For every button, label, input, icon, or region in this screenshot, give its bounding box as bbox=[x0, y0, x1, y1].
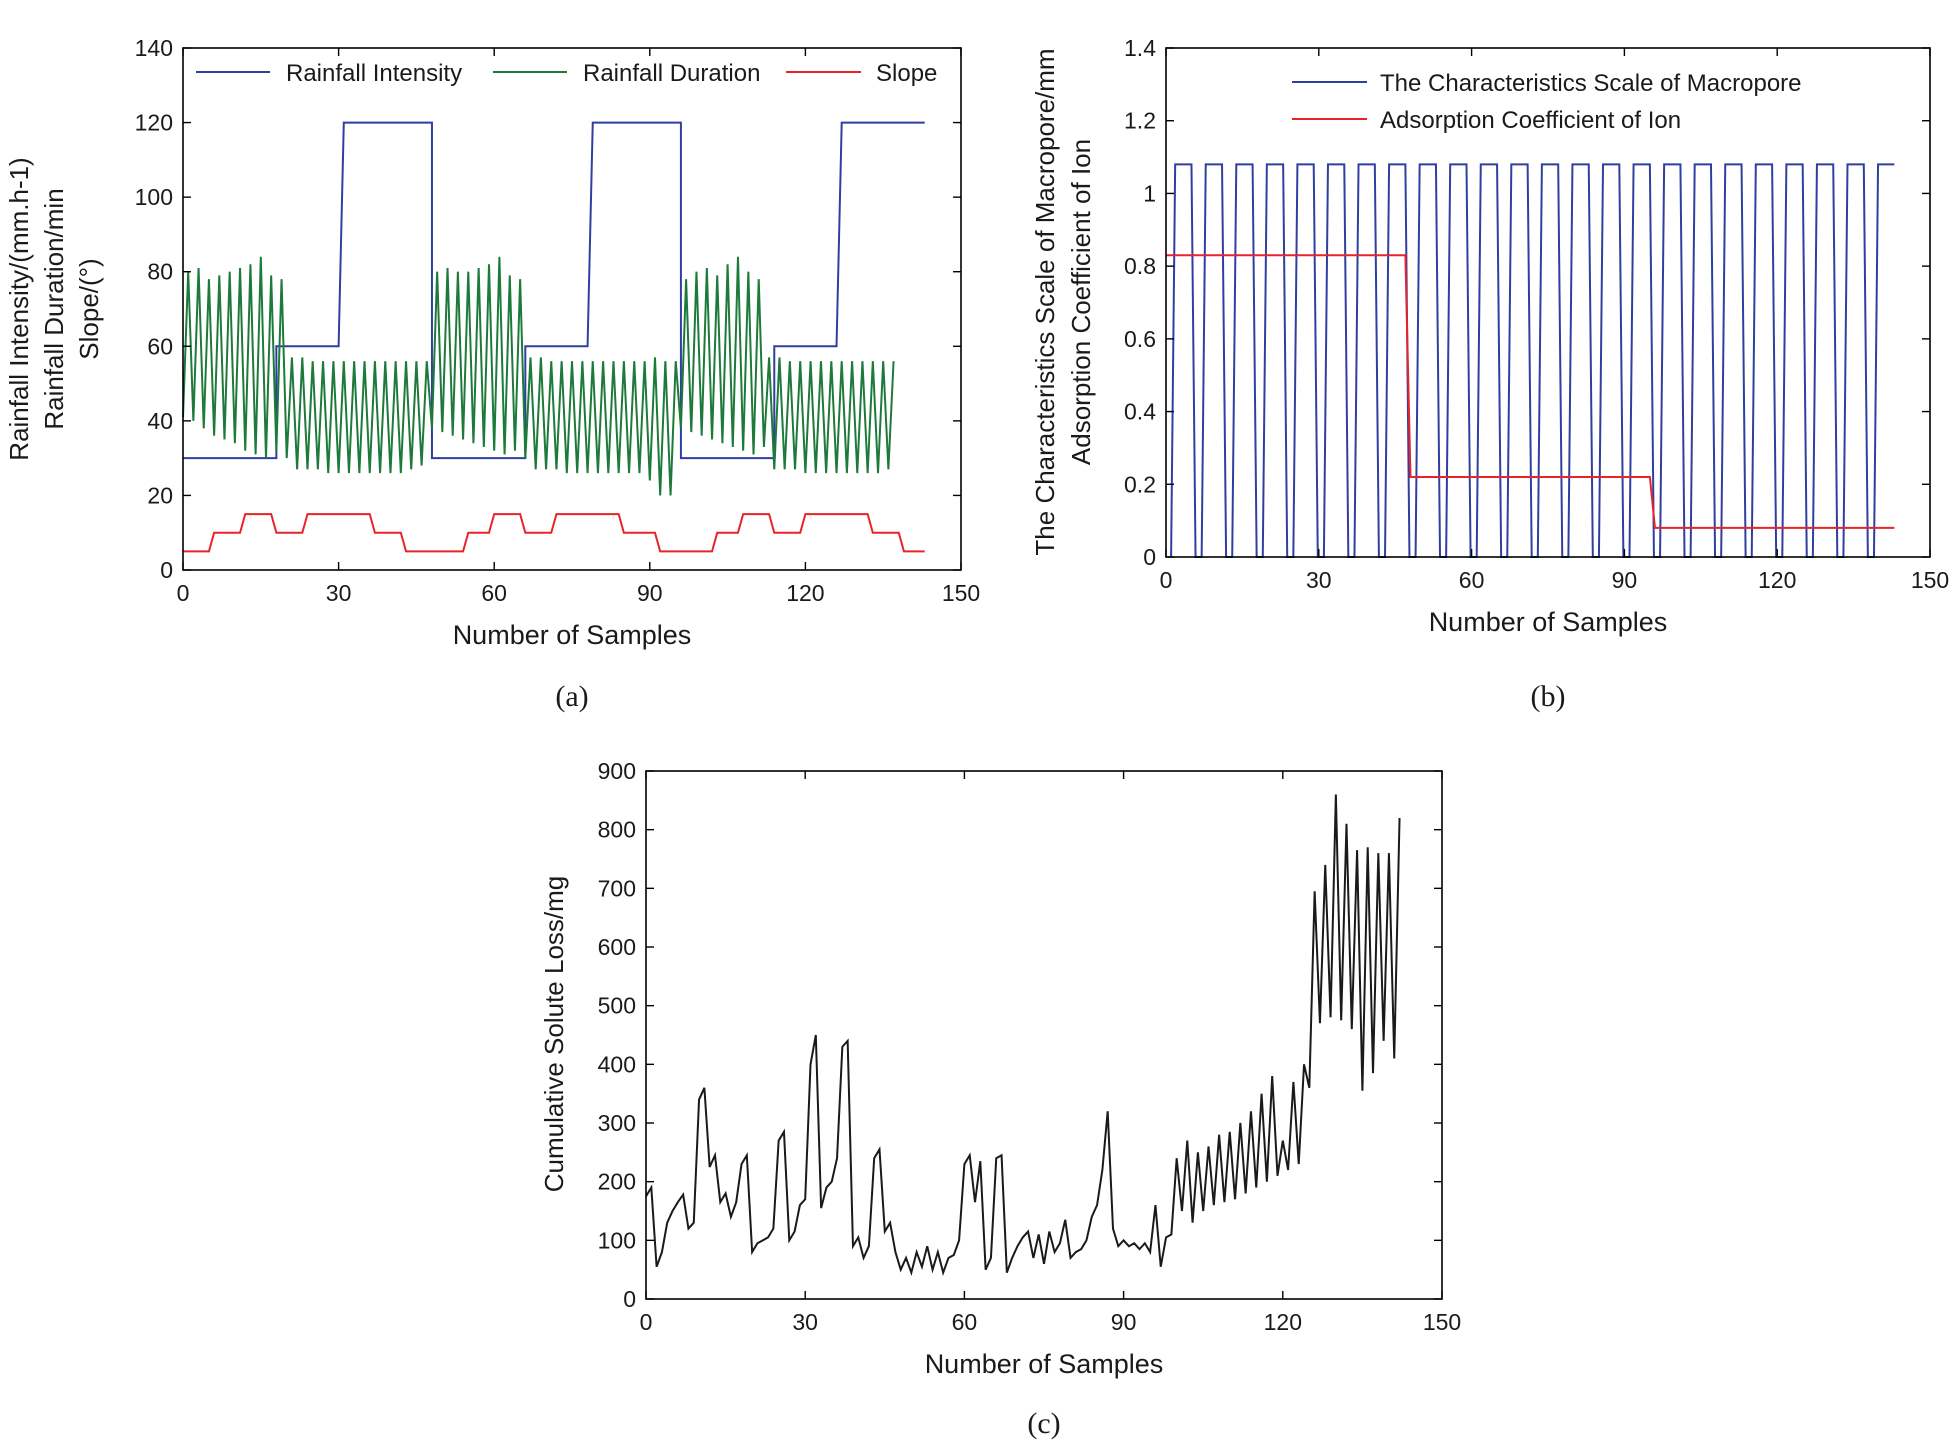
ticks-a: 0 30 60 90 120 150 0 20 40 60 80 100 120 140 bbox=[135, 35, 981, 606]
y-label-a-line3: Slope/(°) bbox=[74, 258, 104, 359]
legend-label-rainfall-duration: Rainfall Duration bbox=[583, 60, 760, 87]
caption-a: (a) bbox=[555, 680, 588, 713]
y-tick-label: 900 bbox=[598, 758, 636, 784]
y-label-b-line2: Adsorption Coefficient of Ion bbox=[1066, 139, 1096, 465]
y-tick-label: 400 bbox=[598, 1051, 636, 1077]
y-tick-label: 40 bbox=[147, 408, 173, 434]
legend-b: The Characteristics Scale of Macropore A… bbox=[1292, 70, 1802, 134]
y-tick-label: 120 bbox=[135, 110, 173, 136]
y-tick-label: 500 bbox=[598, 993, 636, 1019]
x-tick-label: 120 bbox=[1264, 1309, 1302, 1335]
plot-area-c bbox=[645, 794, 1401, 1276]
x-tick-label: 30 bbox=[1306, 567, 1332, 593]
legend-label-rainfall-intensity: Rainfall Intensity bbox=[286, 60, 462, 87]
x-tick-label: 150 bbox=[1911, 567, 1949, 593]
y-tick-label: 0 bbox=[623, 1286, 636, 1312]
x-tick-label: 120 bbox=[786, 580, 824, 606]
y-tick-label: 0 bbox=[1143, 544, 1156, 570]
y-label-a-line2: Rainfall Duration/min bbox=[39, 188, 69, 429]
plot-area-b bbox=[1166, 163, 1895, 558]
y-tick-label: 800 bbox=[598, 817, 636, 843]
x-axis-label-b: Number of Samples bbox=[1429, 607, 1668, 637]
y-axis-label-c: Cumulative Solute Loss/mg bbox=[539, 876, 569, 1192]
legend-label-slope: Slope bbox=[876, 60, 937, 87]
x-tick-label: 60 bbox=[481, 580, 507, 606]
y-tick-label: 100 bbox=[135, 184, 173, 210]
x-tick-label: 30 bbox=[326, 580, 352, 606]
y-label-a-line1: Rainfall Intensity/(mm.h-1) bbox=[4, 157, 34, 460]
legend-label-adsorption: Adsorption Coefficient of Ion bbox=[1380, 107, 1681, 134]
x-tick-label: 150 bbox=[1423, 1309, 1461, 1335]
series-line-slope-a bbox=[183, 513, 925, 553]
y-tick-label: 0.8 bbox=[1124, 253, 1156, 279]
y-tick-label: 0.4 bbox=[1124, 399, 1156, 425]
y-tick-label: 20 bbox=[147, 482, 173, 508]
series-line-adsorption-coefficient-of-ion-b bbox=[1166, 254, 1895, 529]
y-tick-label: 0 bbox=[160, 557, 173, 583]
x-tick-label: 90 bbox=[637, 580, 663, 606]
y-tick-label: 1.2 bbox=[1124, 108, 1156, 134]
x-tick-label: 0 bbox=[177, 580, 190, 606]
plot-area-a bbox=[182, 121, 925, 553]
y-tick-label: 100 bbox=[598, 1227, 636, 1253]
y-axis-label-a: Rainfall Intensity/(mm.h-1) Rainfall Dur… bbox=[4, 157, 104, 460]
ticks-b: 0 30 60 90 120 150 0 0.2 0.4 0.6 0.8 1 1.2 1.4 bbox=[1124, 35, 1949, 593]
x-tick-label: 60 bbox=[952, 1309, 978, 1335]
x-tick-label: 0 bbox=[1160, 567, 1173, 593]
x-tick-label: 90 bbox=[1612, 567, 1638, 593]
y-tick-label: 140 bbox=[135, 35, 173, 61]
axes-box-c bbox=[645, 770, 1443, 1300]
y-tick-label: 0.2 bbox=[1124, 471, 1156, 497]
series-line-the-characteristics-scale-of-macropore-b bbox=[1170, 163, 1895, 558]
series-line-rainfall-duration-a bbox=[182, 256, 895, 496]
x-axis-label-a: Number of Samples bbox=[453, 620, 692, 650]
legend-a: Rainfall Intensity Rainfall Duration Slo… bbox=[196, 60, 937, 87]
x-tick-label: 0 bbox=[640, 1309, 653, 1335]
y-axis-label-b: The Characteristics Scale of Macropore/m… bbox=[1030, 48, 1096, 555]
y-tick-label: 0.6 bbox=[1124, 326, 1156, 352]
y-tick-label: 1 bbox=[1143, 180, 1156, 206]
y-tick-label: 700 bbox=[598, 875, 636, 901]
y-tick-label: 1.4 bbox=[1124, 35, 1156, 61]
y-tick-label: 80 bbox=[147, 259, 173, 285]
x-tick-label: 60 bbox=[1459, 567, 1485, 593]
x-tick-label: 120 bbox=[1758, 567, 1796, 593]
chart-panel-b: 0 30 60 90 120 150 0 0.2 0.4 0.6 0.8 1 1.2 1.4 The Ch… bbox=[1030, 35, 1949, 713]
y-label-b-line1: The Characteristics Scale of Macropore/m… bbox=[1030, 48, 1060, 555]
axes-box-b bbox=[1165, 47, 1931, 558]
chart-panel-c: 0 30 60 90 120 150 0 100 200 300 400 500 600 700 800 90… bbox=[539, 758, 1461, 1440]
y-tick-label: 60 bbox=[147, 333, 173, 359]
y-tick-label: 200 bbox=[598, 1169, 636, 1195]
series-line-rainfall-intensity-a bbox=[183, 121, 925, 460]
ticks-c: 0 30 60 90 120 150 0 100 200 300 400 500 600 700 800 90… bbox=[598, 758, 1462, 1335]
x-tick-label: 90 bbox=[1111, 1309, 1137, 1335]
caption-c: (c) bbox=[1027, 1407, 1060, 1440]
legend-label-macropore: The Characteristics Scale of Macropore bbox=[1380, 70, 1802, 97]
caption-b: (b) bbox=[1531, 680, 1566, 713]
series-line-cumulative-solute-loss-c bbox=[645, 794, 1401, 1276]
y-tick-label: 300 bbox=[598, 1110, 636, 1136]
axes-box-a bbox=[182, 47, 962, 571]
x-tick-label: 30 bbox=[792, 1309, 818, 1335]
y-tick-label: 600 bbox=[598, 934, 636, 960]
chart-panel-a: 0 30 60 90 120 150 0 20 40 60 80 100 120 140 Rainfall… bbox=[4, 35, 980, 713]
x-tick-label: 150 bbox=[942, 580, 980, 606]
x-axis-label-c: Number of Samples bbox=[925, 1349, 1164, 1379]
